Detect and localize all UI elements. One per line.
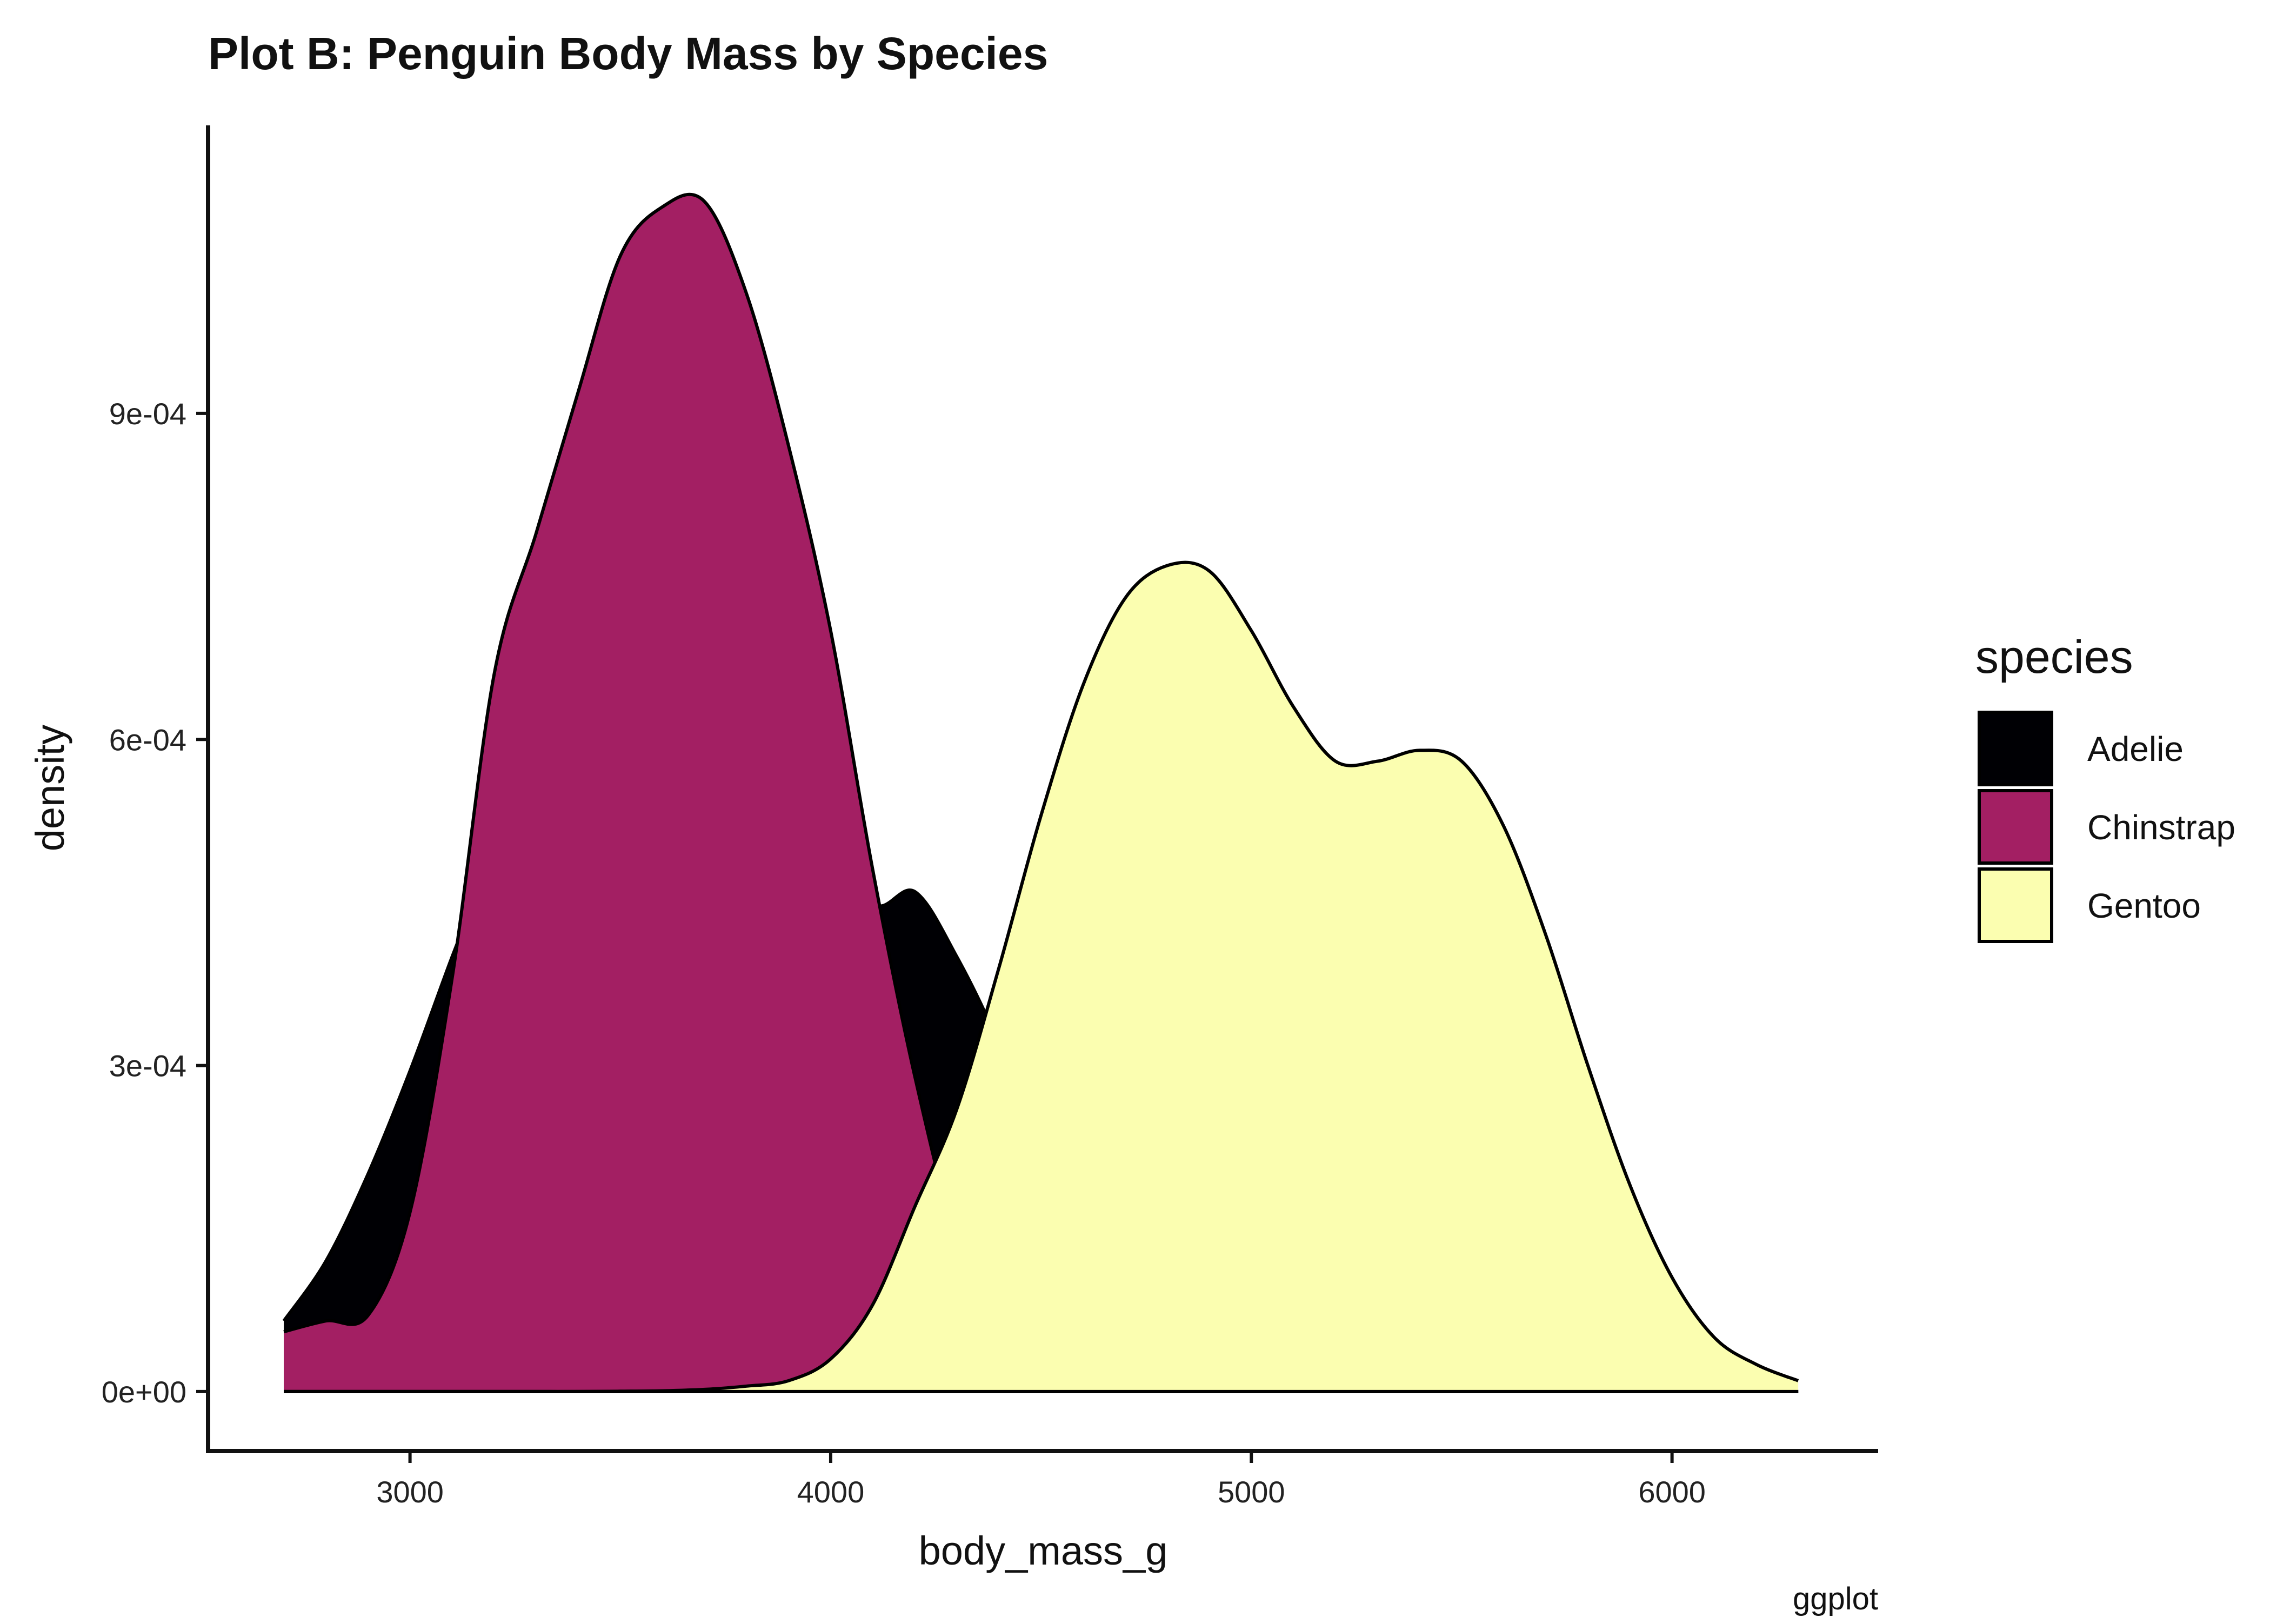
x-tick-label: 3000 [376,1475,444,1509]
y-tick-label: 9e-04 [109,397,186,431]
density-area-gentoo [284,562,1799,1392]
legend-label-adelie: Adelie [2087,730,2184,768]
density-area-chinstrap [284,194,1799,1392]
legend-key-adelie [1978,711,2053,786]
legend-key-gentoo [1978,867,2053,943]
y-axis-title: density [28,725,72,851]
x-tick-label: 6000 [1638,1475,1706,1509]
x-tick-label: 4000 [797,1475,865,1509]
y-tick-label: 0e+00 [102,1375,186,1409]
y-tick-label: 6e-04 [109,723,186,757]
chart-title: Plot B: Penguin Body Mass by Species [208,28,1048,79]
x-tick-label: 5000 [1218,1475,1285,1509]
legend-label-gentoo: Gentoo [2087,886,2201,925]
x-axis-title: body_mass_g [919,1528,1168,1573]
x-axis-ticks: 3000 4000 5000 6000 [376,1451,1706,1509]
legend: species Adelie Chinstrap Gentoo [1975,631,2235,943]
y-axis-ticks: 0e+00 3e-04 6e-04 9e-04 [102,397,208,1409]
caption: ggplot [1793,1581,1878,1616]
legend-label-chinstrap: Chinstrap [2087,808,2235,847]
plot-area [282,192,1799,1394]
y-tick-label: 3e-04 [109,1049,186,1083]
legend-title: species [1975,631,2133,683]
legend-key-chinstrap [1978,789,2053,865]
legend-entries: Adelie Chinstrap Gentoo [1978,711,2235,943]
